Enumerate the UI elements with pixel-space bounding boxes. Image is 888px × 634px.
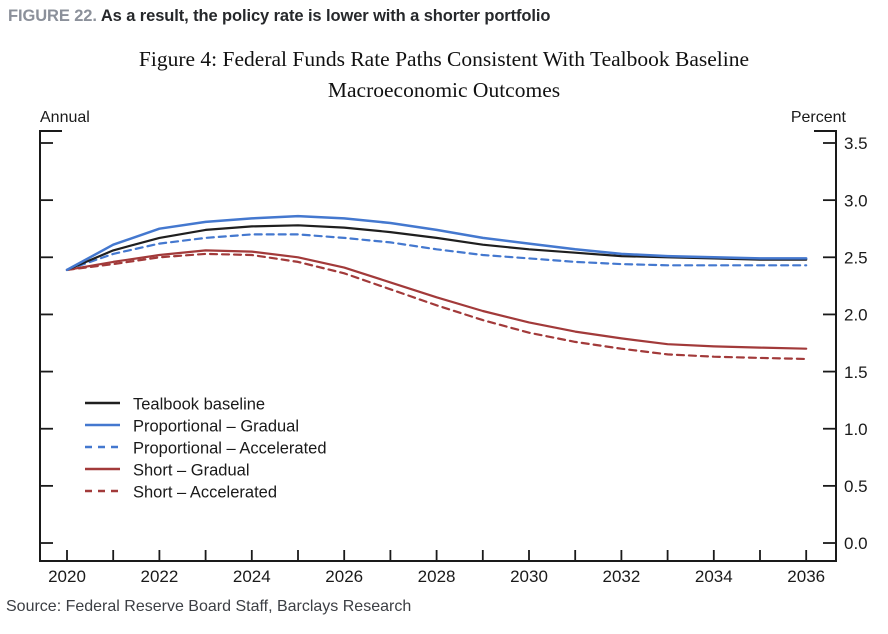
y-tick-label: 3.5 (844, 134, 868, 153)
legend-label-proportional-gradual: Proportional – Gradual (133, 417, 299, 435)
chart-title-line-2: Macroeconomic Outcomes (327, 78, 561, 102)
right-axis-unit-label: Percent (791, 109, 847, 126)
legend-label-tealbook-baseline: Tealbook baseline (133, 395, 265, 413)
y-tick-label: 1.5 (844, 363, 868, 382)
source-text: Source: Federal Reserve Board Staff, Bar… (6, 598, 412, 615)
chart-title-line-1: Figure 4: Federal Funds Rate Paths Consi… (138, 47, 750, 71)
x-tick-label: 2020 (48, 567, 86, 586)
series-line-proportional-gradual (65, 214, 808, 272)
figure-header: FIGURE 22. As a result, the policy rate i… (8, 7, 550, 26)
x-tick-label: 2022 (140, 567, 178, 586)
left-axis-unit-label: Annual (40, 109, 90, 126)
series-line-tealbook-baseline (65, 224, 808, 271)
series-line-proportional-accelerated (65, 233, 808, 271)
y-tick-label: 2.0 (844, 306, 868, 325)
x-tick-label: 2024 (233, 567, 271, 586)
axis-frame (39, 130, 837, 562)
y-tick-label: 0.5 (844, 477, 868, 496)
x-tick-label: 2028 (418, 567, 456, 586)
x-tick-label: 2036 (787, 567, 825, 586)
y-tick-label: 2.5 (844, 248, 868, 267)
legend-label-short-accelerated: Short – Accelerated (133, 483, 277, 501)
x-tick-label: 2030 (510, 567, 548, 586)
legend-label-proportional-accelerated: Proportional – Accelerated (133, 439, 327, 457)
figure-number-label: FIGURE 22. (8, 7, 97, 25)
y-tick-label: 0.0 (844, 534, 868, 553)
x-tick-label: 2034 (695, 567, 733, 586)
chart-title: Figure 4: Federal Funds Rate Paths Consi… (0, 44, 888, 106)
legend-label-short-gradual: Short – Gradual (133, 461, 249, 479)
x-tick-label: 2026 (325, 567, 363, 586)
series-line-short-accelerated (65, 252, 808, 361)
x-tick-label: 2032 (602, 567, 640, 586)
series-line-short-gradual (65, 249, 808, 350)
y-tick-label: 3.0 (844, 191, 868, 210)
y-tick-label: 1.0 (844, 420, 868, 439)
figure-header-text: As a result, the policy rate is lower wi… (100, 7, 551, 25)
